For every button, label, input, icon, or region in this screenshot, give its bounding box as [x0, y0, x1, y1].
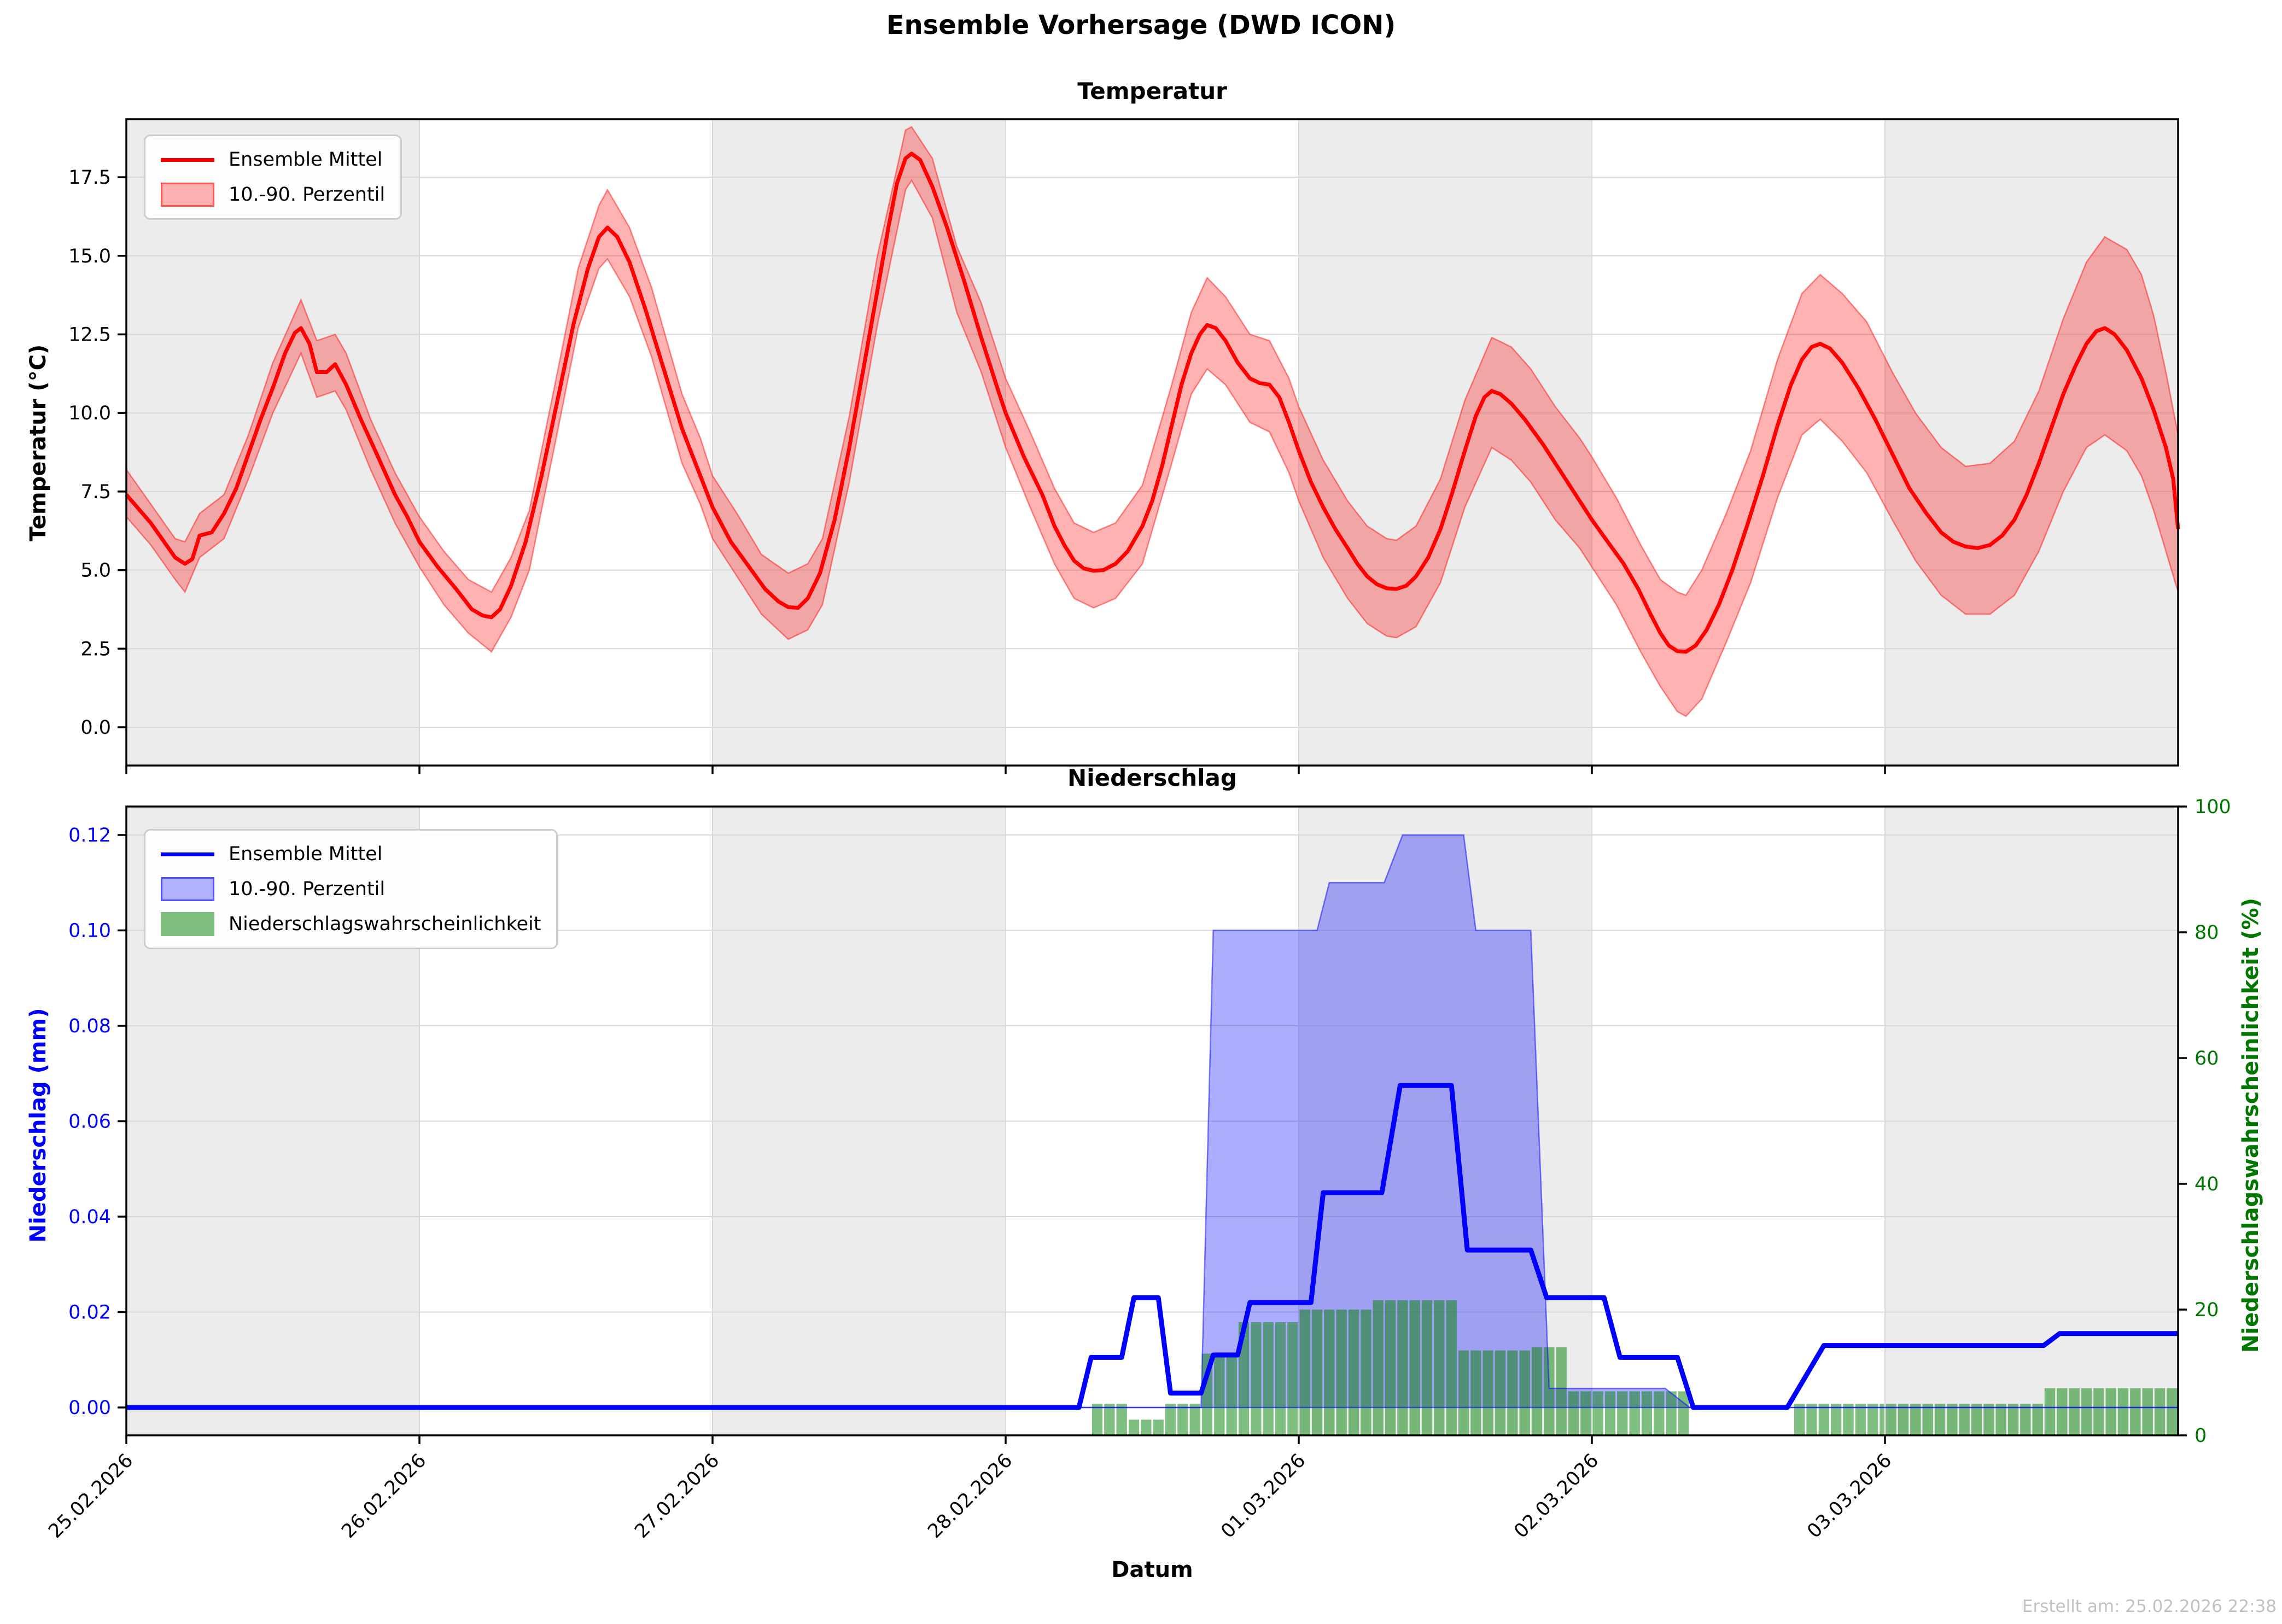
svg-text:5.0: 5.0	[80, 560, 111, 582]
created-timestamp: Erstellt am: 25.02.2026 22:38	[2022, 1597, 2277, 1616]
temperature-legend: Ensemble Mittel 10.-90. Perzentil	[144, 135, 402, 220]
temperature-title: Temperatur	[1077, 78, 1227, 104]
legend-item-percentile-band: 10.-90. Perzentil	[161, 877, 541, 902]
legend-item-percentile-band: 10.-90. Perzentil	[161, 182, 385, 207]
green-bar-swatch	[161, 912, 214, 937]
svg-text:0: 0	[2195, 1425, 2207, 1447]
svg-text:01.03.2026: 01.03.2026	[1217, 1450, 1310, 1543]
legend-label: Niederschlagswahrscheinlichkeit	[229, 913, 541, 935]
figure-suptitle: Ensemble Vorhersage (DWD ICON)	[886, 10, 1396, 40]
svg-text:0.12: 0.12	[68, 825, 111, 846]
svg-text:0.08: 0.08	[68, 1015, 111, 1037]
legend-item-ensemble-mean: Ensemble Mittel	[161, 147, 385, 172]
legend-label: Ensemble Mittel	[229, 843, 383, 865]
red-band-swatch	[161, 182, 214, 207]
svg-text:0.10: 0.10	[68, 920, 111, 942]
svg-text:0.0: 0.0	[80, 717, 111, 739]
precipitation-title: Niederschlag	[1067, 764, 1237, 791]
red-line-swatch	[161, 147, 214, 172]
svg-text:60: 60	[2195, 1048, 2219, 1070]
x-axis-label: Datum	[1111, 1557, 1193, 1582]
svg-text:7.5: 7.5	[80, 481, 111, 503]
precipitation-legend: Ensemble Mittel 10.-90. Perzentil Nieder…	[144, 829, 558, 949]
svg-text:0.02: 0.02	[68, 1302, 111, 1324]
svg-text:12.5: 12.5	[68, 324, 111, 346]
svg-text:2.5: 2.5	[80, 638, 111, 660]
svg-text:02.03.2026: 02.03.2026	[1510, 1450, 1603, 1543]
svg-text:80: 80	[2195, 922, 2219, 944]
svg-text:28.02.2026: 28.02.2026	[924, 1450, 1017, 1543]
svg-text:26.02.2026: 26.02.2026	[337, 1450, 430, 1543]
svg-text:0.04: 0.04	[68, 1206, 111, 1228]
svg-text:03.03.2026: 03.03.2026	[1803, 1450, 1896, 1543]
legend-label: 10.-90. Perzentil	[229, 184, 386, 206]
blue-line-swatch	[161, 842, 214, 867]
legend-item-ensemble-mean: Ensemble Mittel	[161, 842, 541, 867]
svg-text:10.0: 10.0	[68, 402, 111, 424]
svg-text:20: 20	[2195, 1299, 2219, 1321]
svg-text:17.5: 17.5	[68, 167, 111, 189]
svg-text:100: 100	[2195, 796, 2231, 818]
svg-text:40: 40	[2195, 1173, 2219, 1195]
svg-text:0.06: 0.06	[68, 1111, 111, 1133]
svg-text:15.0: 15.0	[68, 246, 111, 267]
svg-text:27.02.2026: 27.02.2026	[631, 1450, 723, 1543]
svg-text:0.00: 0.00	[68, 1397, 111, 1419]
legend-label: 10.-90. Perzentil	[229, 878, 386, 900]
svg-text:25.02.2026: 25.02.2026	[44, 1450, 137, 1543]
legend-item-precip-probability: Niederschlagswahrscheinlichkeit	[161, 912, 541, 937]
legend-label: Ensemble Mittel	[229, 149, 383, 171]
blue-band-swatch	[161, 877, 214, 902]
